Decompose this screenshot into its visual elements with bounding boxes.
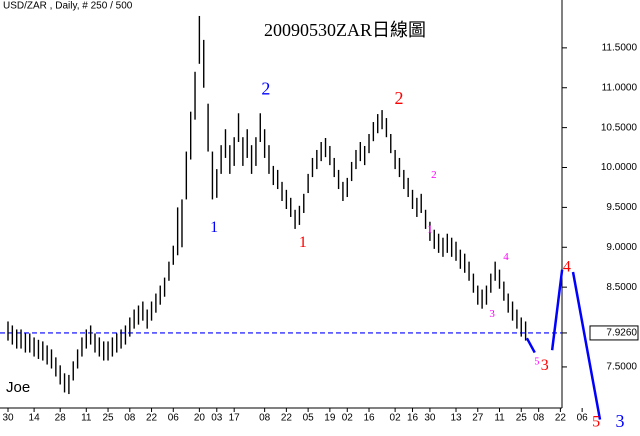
- x-tick-label: 05: [303, 413, 315, 424]
- y-tick-label: 7.5000: [606, 362, 637, 373]
- wave-label: 4: [563, 259, 571, 276]
- x-tick-label: 11: [494, 413, 505, 424]
- x-tick-label: 22: [555, 413, 567, 424]
- price-box: [589, 325, 639, 341]
- y-tick-label: 9.0000: [606, 242, 637, 253]
- wave-label: 1: [427, 223, 433, 235]
- y-tick-label: 7.9260: [606, 328, 637, 339]
- x-tick-label: 02: [342, 413, 354, 424]
- x-tick-label: 08: [124, 413, 136, 424]
- wave-label: 1: [210, 219, 218, 236]
- wave-label: 2: [395, 88, 404, 108]
- wave-label: 2: [261, 78, 270, 98]
- x-tick-label: 11: [81, 413, 92, 424]
- x-tick-label: 25: [102, 413, 114, 424]
- y-tick-label: 10.5000: [601, 122, 638, 133]
- projection-line: [571, 271, 602, 420]
- x-tick-label: 20: [194, 413, 206, 424]
- x-tick-label: 06: [168, 413, 180, 424]
- projection-line: [550, 269, 564, 351]
- x-tick-label: 02: [390, 413, 402, 424]
- x-tick-label: 16: [363, 413, 375, 424]
- x-tick-label: 30: [424, 413, 436, 424]
- wave-label: 2: [431, 169, 437, 181]
- wave-label: 1: [299, 234, 307, 251]
- x-tick-label: 28: [55, 413, 67, 424]
- wave-label: 5: [592, 413, 600, 430]
- x-tick-label: 25: [516, 413, 528, 424]
- x-tick-label: 16: [407, 413, 419, 424]
- x-tick-label: 30: [2, 413, 14, 424]
- wave-label: 3: [615, 411, 624, 431]
- x-tick-label: 27: [472, 413, 484, 424]
- y-tick-label: 8.5000: [606, 282, 637, 293]
- x-tick-label: 22: [281, 413, 293, 424]
- header: USD/ZAR , Daily, # 250 / 500: [3, 1, 133, 12]
- projection-line: [525, 337, 536, 354]
- x-tick-label: 13: [450, 413, 462, 424]
- wave-label: 3: [489, 308, 495, 320]
- x-tick-label: 06: [577, 413, 589, 424]
- x-tick-label: 19: [324, 413, 336, 424]
- author: Joe: [6, 379, 30, 396]
- x-tick-label: 17: [229, 413, 241, 424]
- x-tick-label: 03: [211, 413, 223, 424]
- wave-label: 4: [503, 251, 509, 263]
- chart-title: 20090530ZAR日線圖: [264, 20, 426, 40]
- wave-label: 3: [541, 357, 549, 374]
- x-tick-label: 22: [146, 413, 158, 424]
- wave-label: 5: [534, 356, 539, 367]
- y-tick-label: 9.5000: [606, 202, 637, 213]
- x-tick-label: 08: [259, 413, 271, 424]
- y-tick-label: 10.0000: [601, 162, 638, 173]
- y-tick-label: 11.5000: [602, 43, 638, 54]
- x-tick-label: 08: [533, 413, 545, 424]
- y-tick-label: 11.0000: [602, 82, 638, 93]
- x-tick-label: 14: [29, 413, 41, 424]
